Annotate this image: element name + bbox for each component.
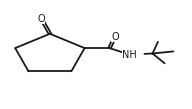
Text: NH: NH (122, 50, 137, 60)
Text: O: O (111, 32, 119, 42)
Text: O: O (38, 14, 46, 24)
